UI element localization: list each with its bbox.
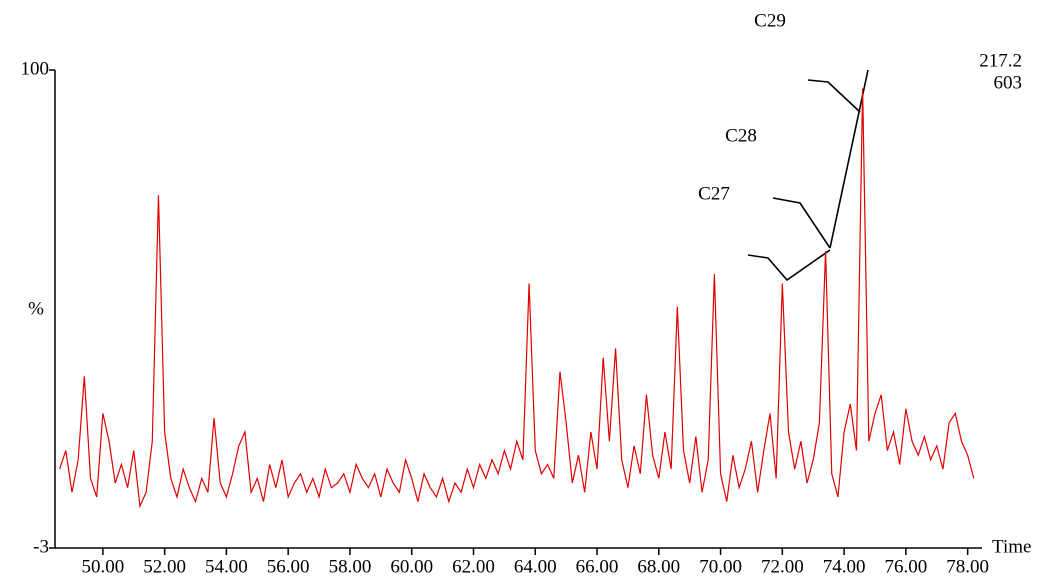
annotation: C27: [698, 183, 730, 204]
y-tick-label: 100: [21, 58, 50, 79]
x-axis-label: Time: [992, 536, 1031, 557]
trace: [59, 88, 975, 509]
x-tick-label: 64.00: [514, 556, 557, 577]
x-tick-label: 70.00: [699, 556, 742, 577]
x-tick-label: 76.00: [885, 556, 928, 577]
annotation: C29: [754, 10, 786, 31]
x-tick-label: 74.00: [823, 556, 866, 577]
y-axis-label: %: [28, 298, 44, 319]
y-tick-label: -3: [33, 536, 49, 557]
annotation: C28: [725, 125, 757, 146]
x-tick-label: 78.00: [946, 556, 989, 577]
x-tick-label: 50.00: [81, 556, 124, 577]
annotation: 603: [994, 72, 1023, 93]
x-tick-label: 72.00: [761, 556, 804, 577]
x-tick-label: 68.00: [637, 556, 680, 577]
annotation-line: [807, 79, 861, 113]
annotation-line: [747, 249, 831, 282]
x-tick-label: 52.00: [143, 556, 186, 577]
annotation-line: [829, 69, 869, 249]
x-tick-label: 56.00: [267, 556, 310, 577]
annotation-line: [772, 197, 831, 249]
x-tick-label: 66.00: [576, 556, 619, 577]
x-tick-label: 62.00: [452, 556, 495, 577]
annotation: 217.2: [979, 50, 1022, 71]
x-tick-label: 54.00: [205, 556, 248, 577]
x-tick-label: 60.00: [390, 556, 433, 577]
x-tick-label: 58.00: [329, 556, 372, 577]
